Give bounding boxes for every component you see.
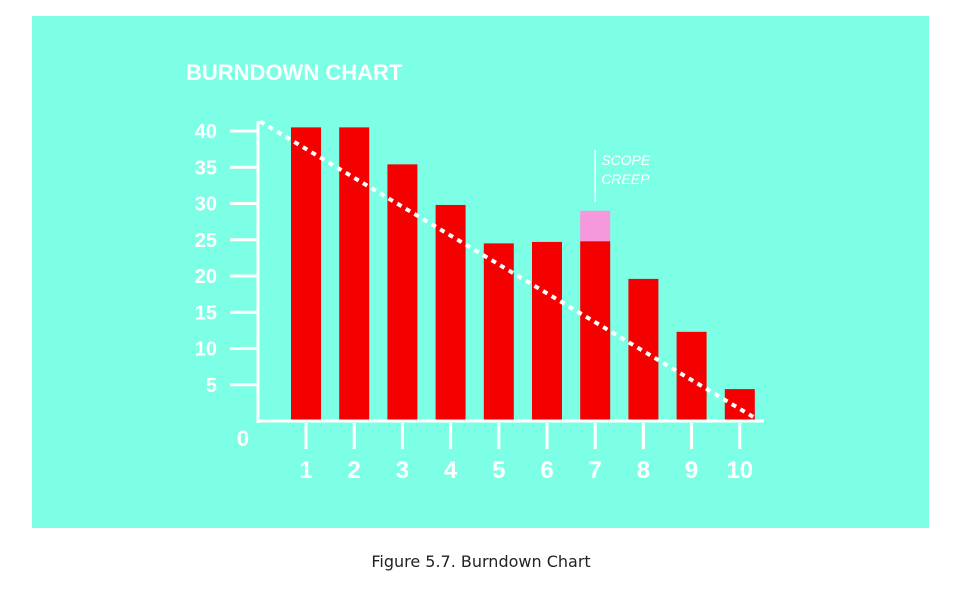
y-tick-label-35: 35: [195, 157, 217, 179]
x-tick-label-7: 7: [589, 457, 602, 484]
x-tick-label-8: 8: [637, 457, 650, 484]
chart-panel: BURNDOWN CHART 1 2 3 4 5 6 7 8 9 10 5 10 15 20 25 30 35 40…: [32, 16, 929, 528]
x-tick-label-4: 4: [444, 457, 458, 484]
scope-creep-bar-7: [580, 210, 611, 242]
bar-8: [628, 278, 659, 421]
y-tick-label-15: 15: [195, 302, 217, 324]
y-tick-label-25: 25: [195, 230, 217, 252]
x-tick-label-5: 5: [492, 457, 505, 484]
x-tick-label-9: 9: [685, 457, 698, 484]
annotation-text-line-1: SCOPE: [601, 152, 651, 168]
x-tick-label-3: 3: [396, 457, 409, 484]
x-tick-label-2: 2: [348, 457, 361, 484]
annotation-text-line-2: CREEP: [601, 171, 650, 187]
y-tick-label-20: 20: [195, 266, 217, 288]
chart-title: BURNDOWN CHART: [186, 60, 403, 85]
chart-background: [32, 16, 929, 528]
figure-caption: Figure 5.7. Burndown Chart: [371, 552, 591, 571]
y-tick-label-30: 30: [195, 194, 217, 216]
bar-3: [387, 164, 418, 421]
y-tick-label-5: 5: [206, 375, 217, 397]
origin-label: 0: [237, 426, 249, 451]
x-tick-label-6: 6: [540, 457, 553, 484]
bar-9: [676, 331, 707, 421]
bar-7: [580, 241, 611, 421]
x-tick-label-10: 10: [726, 457, 753, 484]
burndown-chart: BURNDOWN CHART 1 2 3 4 5 6 7 8 9 10 5 10 15 20 25 30 35 40…: [32, 16, 929, 528]
y-tick-label-40: 40: [195, 121, 217, 143]
bar-1: [291, 127, 321, 421]
bar-6: [532, 241, 562, 421]
bar-2: [339, 127, 370, 421]
bar-5: [483, 243, 514, 421]
x-tick-label-1: 1: [299, 457, 312, 484]
y-tick-label-10: 10: [195, 339, 217, 361]
